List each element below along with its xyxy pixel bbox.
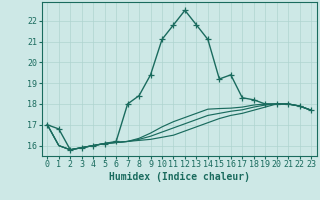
X-axis label: Humidex (Indice chaleur): Humidex (Indice chaleur) bbox=[109, 172, 250, 182]
